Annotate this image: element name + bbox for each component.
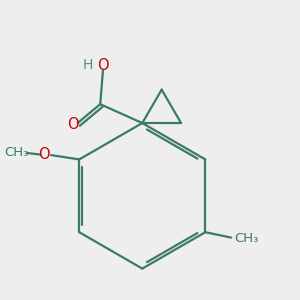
Text: O: O (97, 58, 109, 73)
Text: O: O (38, 147, 50, 162)
Text: CH₃: CH₃ (4, 146, 29, 159)
Text: CH₃: CH₃ (234, 232, 259, 244)
Text: O: O (68, 117, 79, 132)
Text: H: H (82, 58, 93, 72)
